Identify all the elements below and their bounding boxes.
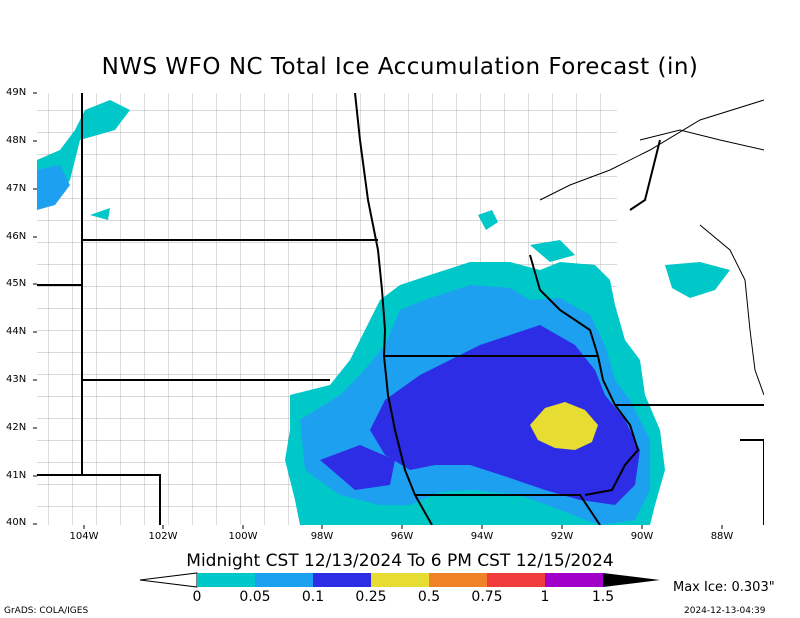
valid-period: Midnight CST 12/13/2024 To 6 PM CST 12/1… [186,551,614,571]
legend-label: 0.05 [239,589,271,605]
lon-label: 104W [69,531,99,542]
lat-label: 47N [6,183,27,194]
lat-label: 49N [6,87,27,98]
legend-label: 0.5 [417,589,441,605]
coastlines [539,99,764,396]
legend-label: 0.25 [355,589,387,605]
grads-credit: GrADS: COLA/IGES [4,606,89,616]
legend-label: 0.1 [301,589,325,605]
legend-swatch [429,573,487,587]
lat-label: 45N [6,278,27,289]
lat-label: 42N [6,422,27,433]
lat-label: 41N [6,470,27,481]
legend-swatch [487,573,545,587]
legend-swatch [545,573,603,587]
legend-swatch [371,573,429,587]
lat-label: 48N [6,135,27,146]
lat-label: 46N [6,231,27,242]
map-title: NWS WFO NC Total Ice Accumulation Foreca… [101,54,699,80]
legend-swatch [313,573,371,587]
lat-label: 43N [6,374,27,385]
legend-label: 0.75 [471,589,503,605]
lat-label: 40N [6,517,27,528]
state-boundaries [37,93,764,525]
legend-left-arrow [139,572,198,588]
axis-ticks [33,92,723,529]
legend-label: 0 [192,589,202,605]
legend-swatch [197,573,255,587]
legend-label: 1 [540,589,550,605]
generation-timestamp: 2024-12-13-04:39 [684,606,766,616]
legend-label: 1.5 [591,589,615,605]
legend-right-arrow [603,573,660,587]
moderate-ice-area [320,325,640,505]
lon-label: 102W [148,531,178,542]
lon-label: 96W [390,531,414,542]
lon-label: 100W [228,531,258,542]
lon-label: 90W [630,531,654,542]
lon-label: 88W [710,531,734,542]
lon-label: 94W [470,531,494,542]
lat-label: 44N [6,326,27,337]
legend-swatch [255,573,313,587]
legend-colorbar [139,572,660,588]
lon-label: 98W [310,531,334,542]
heavy-ice-area [530,402,598,450]
lon-label: 92W [550,531,574,542]
max-ice-readout: Max Ice: 0.303" [673,580,775,595]
